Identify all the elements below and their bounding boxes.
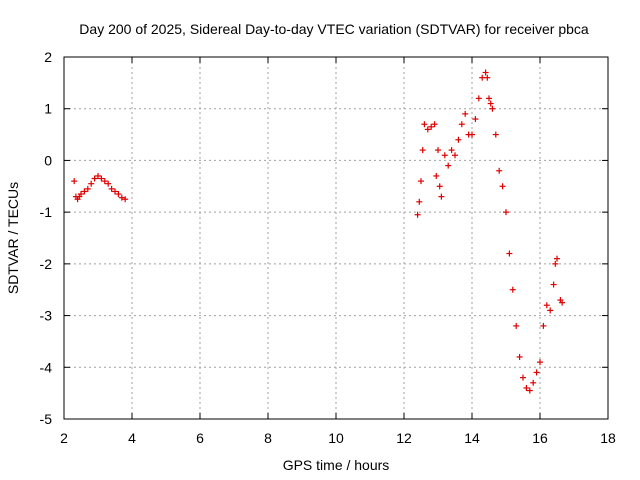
x-tick-label: 12	[396, 430, 412, 446]
data-point	[523, 384, 530, 391]
data-point	[482, 69, 489, 76]
data-point	[431, 121, 438, 128]
y-tick-label: 1	[44, 101, 52, 117]
data-point	[475, 95, 482, 102]
data-point	[84, 185, 91, 192]
data-point	[543, 302, 550, 309]
data-point	[533, 369, 540, 376]
data-point	[499, 183, 506, 190]
x-tick-label: 6	[196, 430, 204, 446]
data-point	[95, 172, 101, 179]
y-tick-label: 2	[44, 49, 52, 65]
data-point	[441, 152, 448, 159]
x-tick-label: 8	[264, 430, 272, 446]
data-point	[506, 250, 513, 257]
data-point	[552, 260, 559, 267]
data-point	[509, 286, 516, 293]
data-point	[469, 131, 475, 138]
data-point	[436, 183, 443, 190]
data-point	[520, 374, 526, 381]
data-point	[112, 188, 118, 195]
data-point	[78, 191, 84, 198]
data-point	[438, 193, 445, 200]
data-point	[88, 180, 95, 187]
data-point	[559, 299, 566, 306]
x-tick-label: 16	[532, 430, 548, 446]
data-point	[492, 131, 499, 138]
data-point	[537, 359, 543, 366]
data-point	[414, 211, 421, 218]
data-point	[416, 198, 423, 205]
y-tick-label: -3	[40, 308, 53, 324]
data-point	[462, 110, 469, 117]
data-point	[458, 121, 465, 128]
data-point	[452, 152, 458, 159]
data-point	[487, 100, 494, 107]
data-point	[108, 185, 115, 192]
data-point	[496, 167, 503, 174]
data-point	[435, 147, 441, 154]
data-point	[421, 121, 428, 128]
x-tick-label: 2	[60, 430, 68, 446]
data-point	[101, 178, 108, 185]
data-point	[424, 126, 431, 133]
grid-lines	[64, 57, 608, 419]
x-axis-label: GPS time / hours	[283, 457, 390, 473]
data-point	[526, 387, 533, 394]
data-point	[105, 180, 112, 187]
data-point	[554, 255, 560, 262]
data-point	[81, 188, 88, 195]
y-tick-label: -2	[40, 256, 53, 272]
data-point	[484, 74, 491, 81]
data-point	[115, 191, 122, 198]
data-point	[445, 162, 452, 169]
y-axis-label: SDTVAR / TECUs	[5, 182, 21, 294]
data-point	[419, 147, 426, 154]
data-point	[122, 196, 129, 203]
data-point	[98, 175, 105, 182]
data-point	[448, 147, 455, 154]
data-point	[540, 322, 547, 329]
data-point	[489, 105, 496, 112]
data-point	[418, 178, 424, 185]
axis-ticks	[63, 56, 609, 420]
data-point	[455, 136, 462, 143]
data-series-pbca	[71, 69, 566, 394]
x-tick-label: 10	[328, 430, 344, 446]
data-point	[547, 307, 554, 314]
data-point	[428, 123, 435, 130]
data-point	[472, 116, 479, 123]
y-tick-label: -1	[40, 204, 53, 220]
y-tick-label: -5	[40, 411, 53, 427]
x-tick-label: 18	[600, 430, 616, 446]
data-point	[513, 322, 520, 329]
data-point	[91, 175, 98, 182]
data-point	[516, 353, 523, 360]
data-point	[486, 95, 492, 102]
data-point	[530, 379, 537, 386]
x-tick-label: 4	[128, 430, 136, 446]
data-point	[550, 281, 557, 288]
data-point	[71, 178, 78, 185]
data-point	[503, 209, 509, 216]
data-point	[479, 74, 486, 81]
y-tick-label: -4	[40, 359, 53, 375]
y-tick-label: 0	[44, 152, 52, 168]
data-point	[118, 194, 125, 201]
chart-title: Day 200 of 2025, Sidereal Day-to-day VTE…	[79, 21, 589, 37]
data-point	[433, 172, 440, 179]
x-tick-label: 14	[464, 430, 480, 446]
